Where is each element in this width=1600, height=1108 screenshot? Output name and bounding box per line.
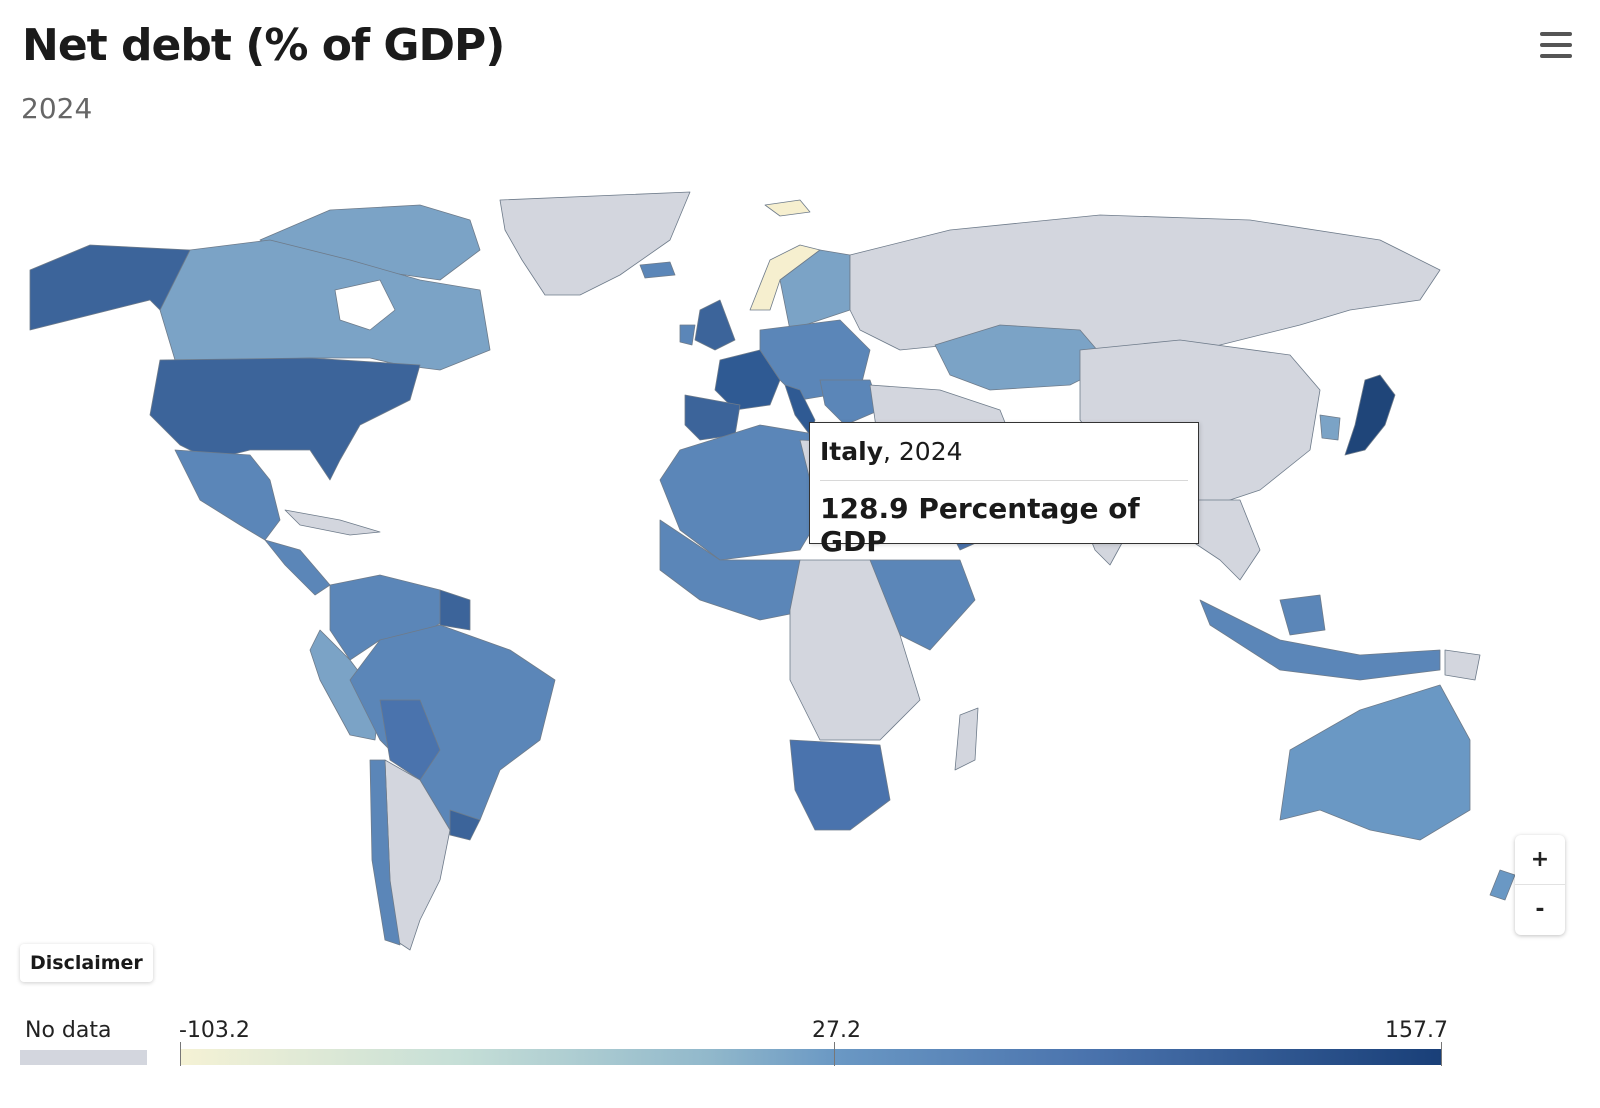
country-indonesia[interactable] bbox=[1199, 599, 1441, 681]
region-balkans[interactable] bbox=[819, 379, 881, 426]
country-tooltip: Italy, 2024 128.9 Percentage of GDP bbox=[809, 422, 1199, 558]
country-papua-new-guinea[interactable] bbox=[1444, 649, 1481, 681]
legend-max-label: 157.7 bbox=[1385, 1018, 1448, 1043]
country-iceland[interactable] bbox=[639, 261, 676, 279]
country-spain[interactable] bbox=[684, 394, 741, 441]
country-russia[interactable] bbox=[849, 214, 1441, 356]
zoom-controls: + - bbox=[1515, 835, 1565, 935]
country-peru[interactable] bbox=[309, 629, 381, 741]
country-bolivia[interactable] bbox=[379, 699, 441, 781]
country-brazil[interactable] bbox=[349, 624, 556, 831]
country-uk[interactable] bbox=[694, 299, 736, 351]
region-caribbean[interactable] bbox=[284, 509, 381, 536]
tooltip-value: 128.9 Percentage of GDP bbox=[820, 492, 1140, 558]
country-australia[interactable] bbox=[1279, 684, 1471, 841]
legend-no-data-swatch bbox=[20, 1050, 147, 1065]
country-chile[interactable] bbox=[369, 759, 401, 946]
country-greenland[interactable] bbox=[499, 191, 691, 296]
world-map[interactable] bbox=[0, 180, 1600, 1000]
region-hudson-bay bbox=[334, 279, 396, 331]
legend-min-tick bbox=[180, 1042, 181, 1066]
tooltip-country: Italy bbox=[820, 437, 883, 466]
legend-min-label: -103.2 bbox=[179, 1018, 250, 1043]
country-japan[interactable] bbox=[1344, 374, 1396, 456]
country-ireland[interactable] bbox=[679, 324, 696, 346]
chart-title: Net debt (% of GDP) bbox=[22, 20, 505, 71]
region-guianas[interactable] bbox=[439, 589, 471, 631]
tooltip-year: , 2024 bbox=[883, 437, 963, 466]
zoom-out-button[interactable]: - bbox=[1535, 897, 1545, 922]
tooltip-divider bbox=[820, 480, 1188, 481]
country-svalbard[interactable] bbox=[764, 199, 811, 217]
region-southern-africa[interactable] bbox=[789, 739, 891, 831]
country-mexico[interactable] bbox=[174, 449, 281, 541]
region-central-america[interactable] bbox=[264, 539, 331, 596]
country-south-korea[interactable] bbox=[1319, 414, 1341, 441]
region-north-africa[interactable] bbox=[659, 424, 831, 561]
tooltip-header: Italy, 2024 bbox=[820, 437, 963, 466]
zoom-in-button[interactable]: + bbox=[1515, 835, 1565, 885]
region-central-africa[interactable] bbox=[789, 559, 921, 741]
region-borneo[interactable] bbox=[1279, 594, 1326, 636]
country-usa-alaska[interactable] bbox=[29, 244, 191, 331]
region-west-africa[interactable] bbox=[659, 519, 811, 621]
legend-mid-tick bbox=[834, 1042, 835, 1066]
legend-max-tick bbox=[1441, 1042, 1442, 1066]
country-new-zealand[interactable] bbox=[1489, 869, 1516, 901]
country-madagascar[interactable] bbox=[954, 707, 979, 771]
legend-mid-label: 27.2 bbox=[812, 1018, 861, 1043]
world-map-svg bbox=[29, 191, 1516, 951]
disclaimer-button[interactable]: Disclaimer bbox=[20, 944, 153, 982]
legend-no-data-label: No data bbox=[25, 1018, 112, 1043]
legend-color-scale bbox=[180, 1049, 1442, 1065]
country-usa[interactable] bbox=[149, 357, 421, 481]
chart-subtitle: 2024 bbox=[21, 92, 93, 125]
hamburger-menu-icon[interactable] bbox=[1540, 32, 1574, 62]
country-uruguay[interactable] bbox=[449, 809, 481, 841]
